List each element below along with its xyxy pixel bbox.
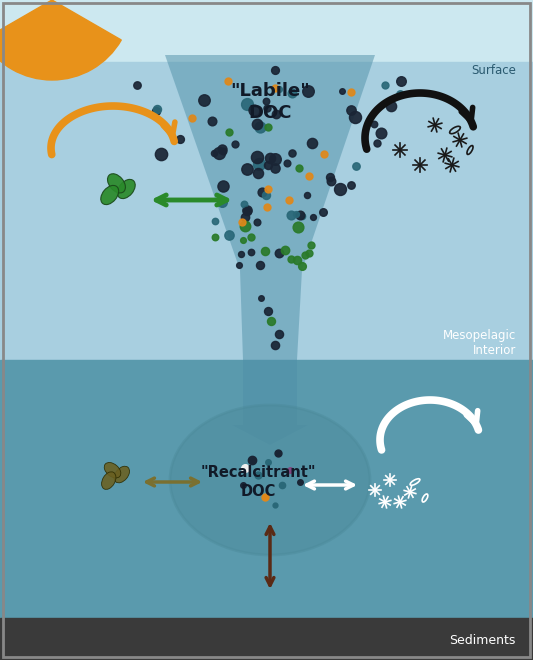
Ellipse shape [114,466,130,483]
Bar [0,62,533,360]
Ellipse shape [108,174,125,193]
Ellipse shape [104,463,121,478]
Ellipse shape [101,185,119,205]
Text: Sediments: Sediments [450,634,516,647]
Bar [0,618,533,660]
Text: Mesopelagic: Mesopelagic [443,329,516,341]
Text: "Recalcitrant"
DOC: "Recalcitrant" DOC [200,465,316,499]
Text: "Labile"
DOC: "Labile" DOC [230,82,310,122]
Polygon shape [165,55,375,360]
Bar [0,0,533,62]
Bar [0,360,533,618]
Polygon shape [232,360,308,445]
Text: Surface: Surface [471,63,516,77]
Ellipse shape [170,405,370,555]
Ellipse shape [102,472,116,490]
Text: Interior: Interior [473,343,516,356]
Ellipse shape [117,180,135,199]
Wedge shape [0,0,122,80]
